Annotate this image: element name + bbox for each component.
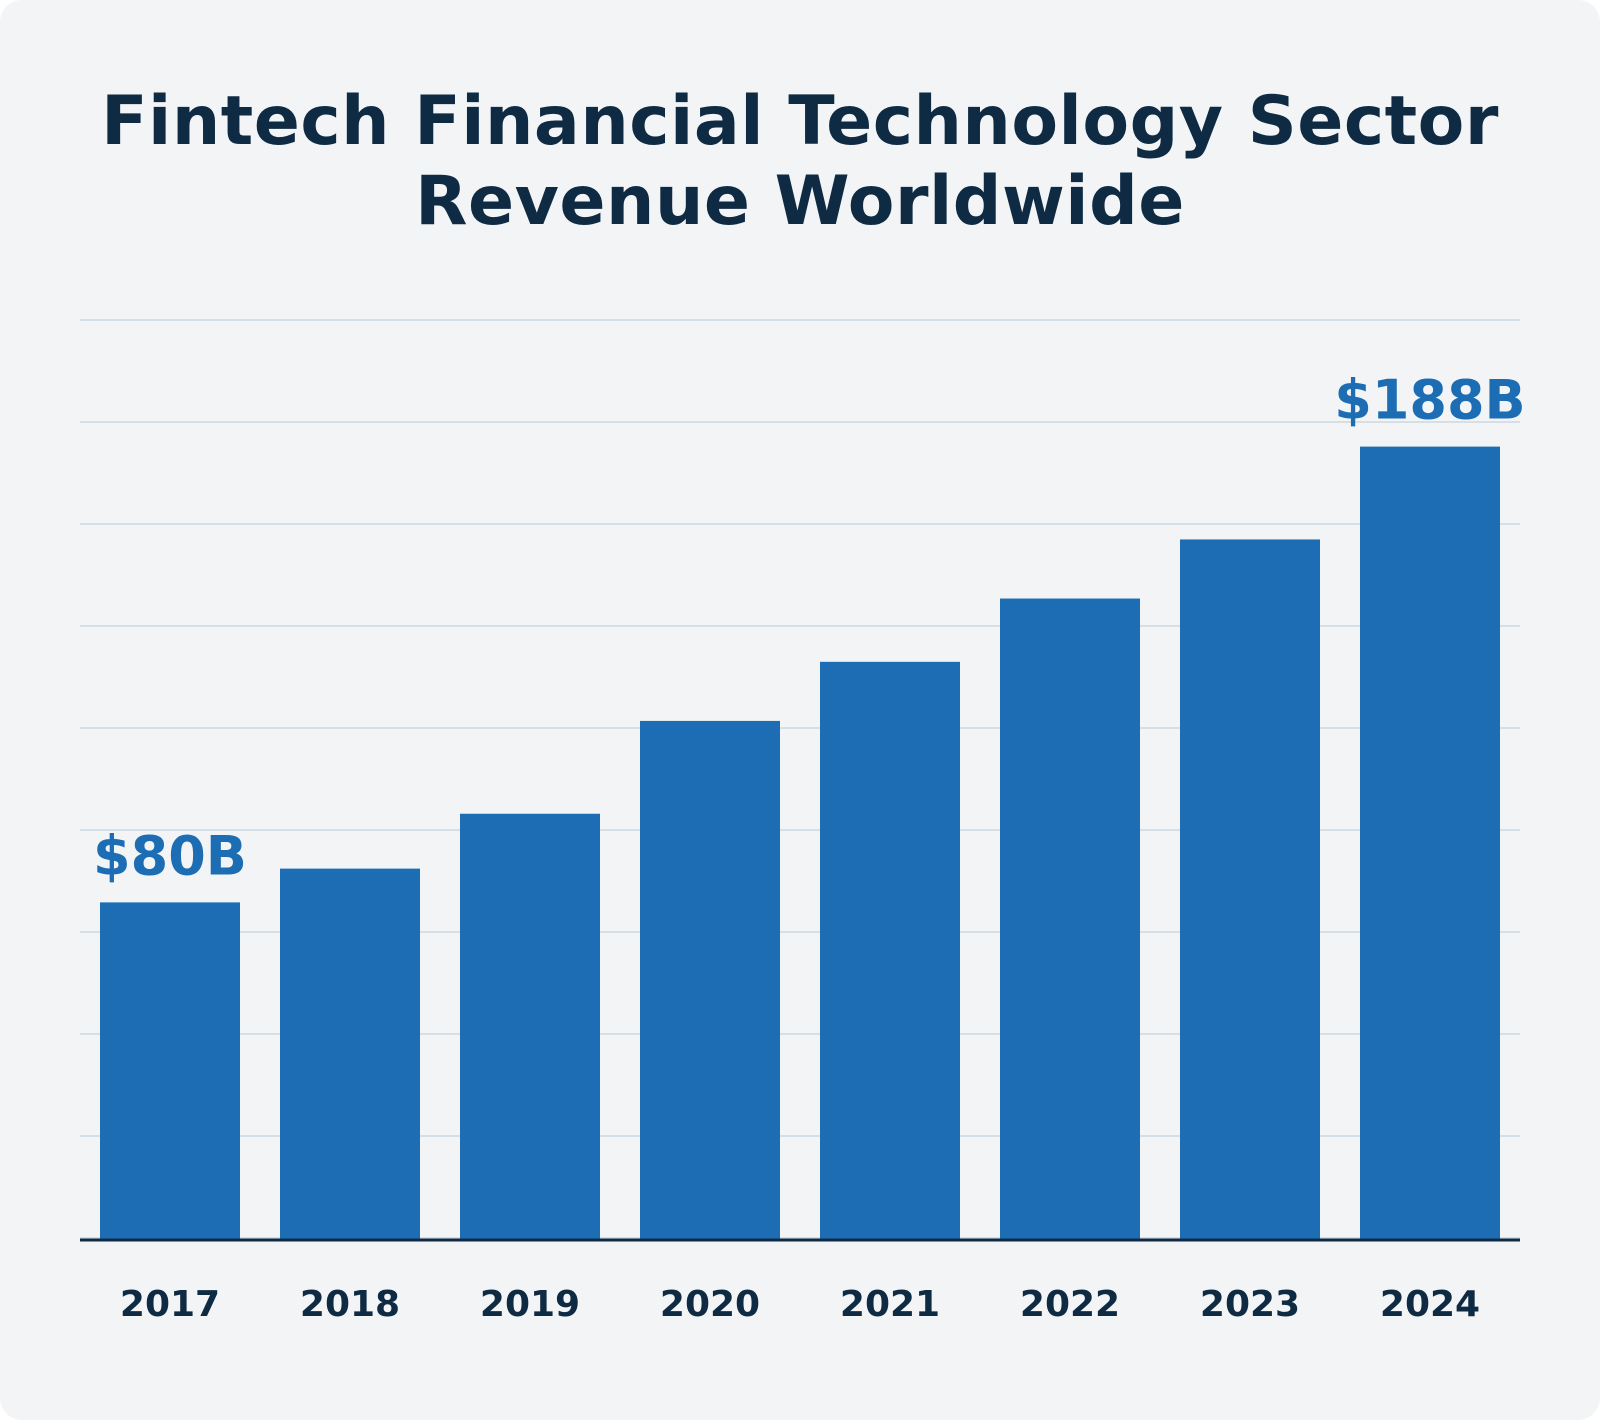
bar-2024 [1360,446,1500,1241]
bar-2022 [1000,598,1140,1240]
x-tick-labels: 2017 2018 2019 2020 2021 2022 2023 2024 [120,1284,1480,1325]
x-tick-label-2024: 2024 [1380,1284,1480,1325]
x-tick-label-2020: 2020 [660,1284,760,1325]
x-tick-label-2019: 2019 [480,1284,580,1325]
bar-2021 [820,661,960,1240]
bars [100,446,1500,1241]
x-tick-label-2023: 2023 [1200,1284,1300,1325]
x-tick-label-2018: 2018 [300,1284,400,1325]
x-tick-label-2021: 2021 [840,1284,940,1325]
bar-2018 [280,868,420,1240]
chart-title-line-2: Revenue Worldwide [415,162,1185,241]
x-tick-label-2017: 2017 [120,1284,220,1325]
data-label-2017: $80B [93,824,247,887]
chart-title: Fintech Financial Technology Sector Reve… [0,82,1600,242]
bar-2019 [460,813,600,1240]
bar-2017 [100,902,240,1240]
data-label-2024: $188B [1334,369,1525,432]
x-tick-label-2022: 2022 [1020,1284,1120,1325]
bar-2020 [640,720,780,1240]
bar-2023 [1180,539,1320,1240]
data-labels: $80B $188B [93,369,1526,888]
chart-title-line-1: Fintech Financial Technology Sector [101,82,1499,161]
